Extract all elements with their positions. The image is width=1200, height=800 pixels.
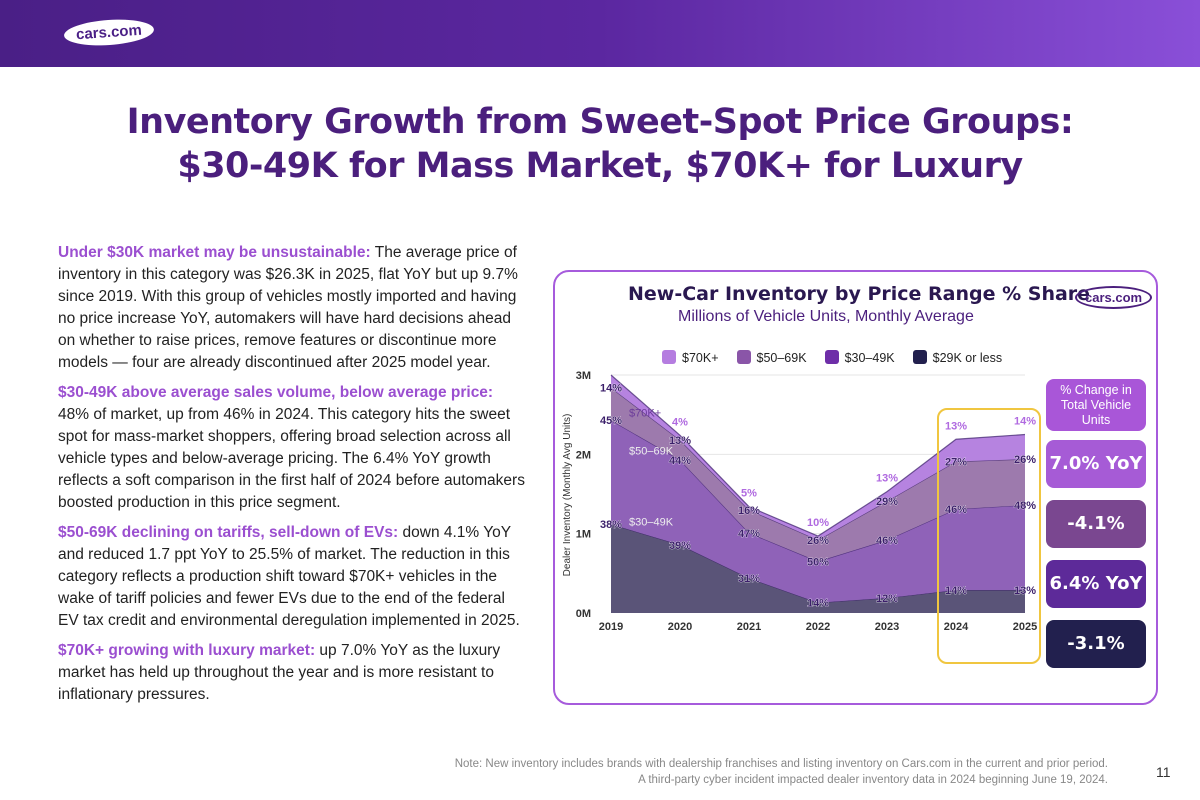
yoy-badge-29k: -3.1% YoY (1046, 620, 1146, 702)
legend-swatch (662, 350, 676, 364)
data-label: 14% (945, 585, 967, 597)
area-70k (611, 375, 1025, 541)
data-label: 47% (738, 528, 760, 540)
legend-label: $30–49K (844, 351, 895, 365)
data-label: 26% (807, 535, 829, 547)
series-annotation: $50–69K (629, 445, 674, 457)
page-title: Inventory Growth from Sweet-Spot Price G… (0, 100, 1200, 188)
legend-swatch (824, 350, 839, 364)
data-label: 14% (600, 383, 622, 395)
data-label: 27% (945, 456, 967, 468)
legend-item: $50–69K (736, 350, 807, 365)
area-chart: 0M 1M 2M 3M Dealer Inventory (Monthly Avg Un… (562, 370, 1037, 633)
legend-swatch (736, 350, 751, 364)
y-axis-label: Dealer Inventory (Monthly Avg Units) (562, 414, 573, 577)
paragraph-lead: $50-69K declining on tariffs, sell-down … (58, 524, 399, 541)
data-label: 14% (807, 598, 829, 610)
paragraph: $50-69K declining on tariffs, sell-down … (58, 522, 528, 632)
paragraph-text: 48% of market, up from 46% in 2024. This… (58, 406, 525, 511)
paragraph: $30-49K above average sales volume, belo… (58, 382, 528, 514)
legend-item: $70K+ (662, 350, 719, 365)
area-3049k (611, 420, 1025, 603)
paragraph: Under $30K market may be unsustainable: … (58, 242, 528, 374)
data-label: 45% (600, 415, 622, 427)
y-tick-label: 3M (576, 370, 591, 382)
x-tick-label: 2025 (1013, 621, 1037, 633)
data-label: 4% (672, 416, 688, 428)
yoy-badge-70k: 7.0% YoY (1046, 440, 1146, 488)
chart-legend: $70K+ $50–69K $30–49K $29K or less (662, 350, 1002, 365)
yoy-badge-30-49k: 6.4% YoY (1046, 560, 1146, 608)
yoy-header: % Change in Total Vehicle Units (1046, 379, 1146, 431)
chart-logo: cars.com (1075, 286, 1153, 309)
legend-swatch (912, 350, 927, 364)
data-label: 38% (600, 519, 622, 531)
x-tick-label: 2020 (668, 621, 692, 633)
y-tick-label: 2M (576, 449, 591, 461)
data-label: 29% (876, 496, 898, 508)
series-annotation: $30–49K (629, 517, 674, 529)
x-tick-label: 2021 (737, 621, 761, 633)
y-tick-label: 1M (576, 529, 591, 541)
y-tick-label: 0M (576, 608, 591, 620)
x-tick-label: 2019 (599, 621, 623, 633)
data-label: 31% (738, 573, 760, 585)
chart-card (553, 270, 1158, 705)
legend-label: $29K or less (932, 351, 1003, 365)
paragraph: $70K+ growing with luxury market: up 7.0… (58, 640, 528, 706)
title-line-1: Inventory Growth from Sweet-Spot Price G… (126, 102, 1074, 142)
legend-item: $30–49K (824, 350, 895, 365)
data-label: 26% (1014, 454, 1036, 466)
chart-title: New-Car Inventory by Price Range % Share (628, 283, 1091, 305)
body-text: Under $30K market may be unsustainable: … (58, 242, 528, 714)
footnote-line: Note: New inventory includes brands with… (454, 758, 1108, 770)
data-label: 5% (741, 488, 757, 500)
paragraph-text: down 4.1% YoY and reduced 1.7 ppt YoY to… (58, 524, 520, 629)
paragraph-lead: $70K+ growing with luxury market: (58, 642, 316, 659)
data-label: 14% (1014, 416, 1036, 428)
cars-logo: cars.com (63, 16, 155, 49)
legend-label: $70K+ (682, 351, 719, 365)
data-label: 46% (876, 535, 898, 547)
data-label: 10% (807, 517, 829, 529)
x-tick-label: 2023 (875, 621, 899, 633)
series-line (610, 374, 1026, 537)
data-label: 16% (738, 505, 760, 517)
paragraph-lead: Under $30K market may be unsustainable: (58, 244, 371, 261)
yoy-badge-50-69k: -4.1% YoY (1046, 500, 1146, 582)
title-line-2: $30-49K for Mass Market, $70K+ for Luxur… (177, 146, 1023, 186)
data-label: 46% (945, 504, 967, 516)
data-label: 13% (876, 473, 898, 485)
data-label: 13% (945, 420, 967, 432)
data-label: 44% (669, 455, 691, 467)
series-annotation: $70K+ (629, 407, 661, 419)
data-label: 13% (1014, 585, 1036, 597)
chart-subtitle: Millions of Vehicle Units, Monthly Avera… (678, 308, 974, 325)
area-29korless (611, 524, 1025, 613)
x-tick-label: 2022 (806, 621, 830, 633)
legend-item: $29K or less (912, 350, 1003, 365)
footnote: Note: New inventory includes brands with… (455, 756, 1108, 788)
page-number: 11 (1156, 764, 1171, 780)
header-bar: cars.com (0, 0, 1200, 67)
data-label: 50% (807, 556, 829, 568)
x-tick-label: 2024 (944, 621, 969, 633)
paragraph-text: up 7.0% YoY as the luxury market has hel… (58, 642, 501, 703)
paragraph-text: The average price of inventory in this c… (58, 244, 518, 371)
legend-label: $50–69K (756, 351, 807, 365)
data-label: 39% (669, 540, 691, 552)
data-label: 13% (669, 435, 691, 447)
footnote-line: A third-party cyber incident impacted de… (638, 774, 1108, 786)
data-label: 48% (1014, 500, 1036, 512)
paragraph-lead: $30-49K above average sales volume, belo… (58, 384, 494, 401)
data-label: 12% (876, 593, 898, 605)
area-5069k (611, 387, 1025, 562)
highlight-box (937, 408, 1041, 664)
